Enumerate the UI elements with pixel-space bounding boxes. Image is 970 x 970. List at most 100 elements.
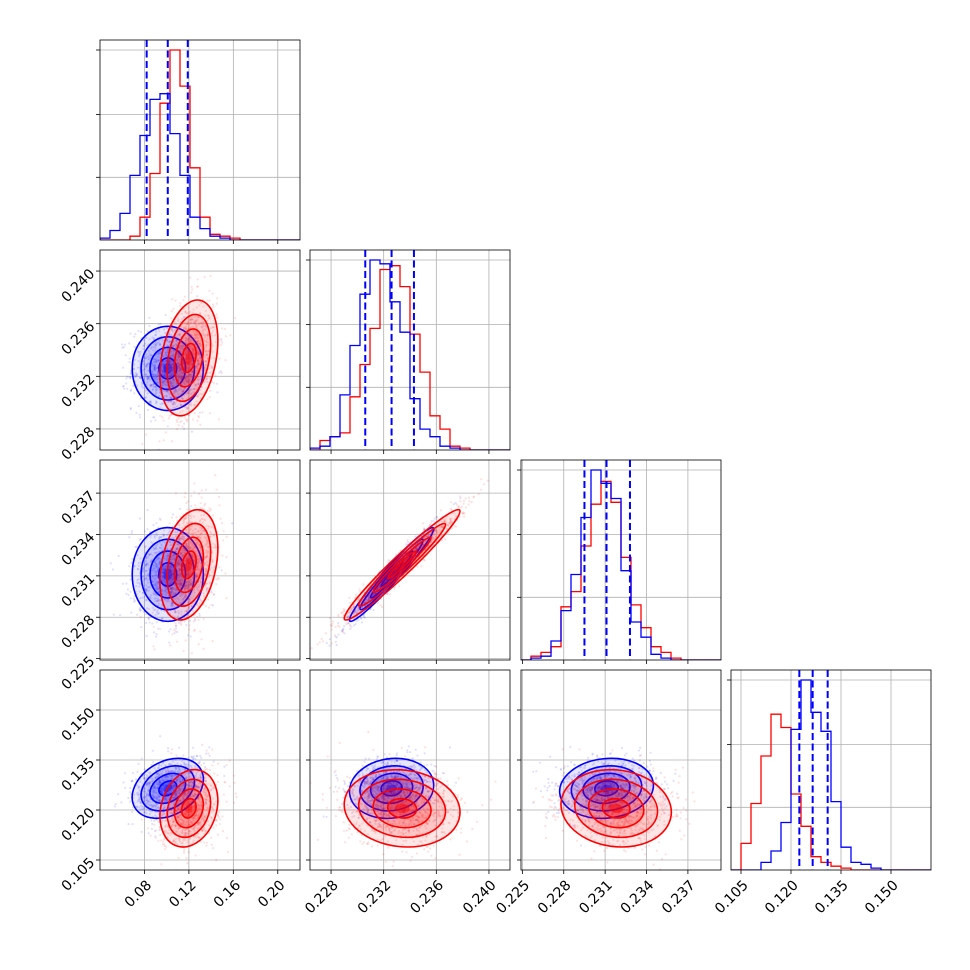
sample-point — [144, 546, 147, 549]
sample-point — [184, 328, 187, 331]
sample-point — [145, 383, 148, 386]
sample-point — [129, 590, 132, 593]
sample-point — [157, 377, 160, 380]
sample-point — [194, 531, 197, 535]
sample-point — [167, 575, 171, 578]
sample-point — [156, 381, 159, 384]
sample-point — [154, 361, 157, 364]
sample-point — [428, 534, 431, 537]
sample-point — [356, 608, 359, 612]
sample-point — [197, 393, 200, 396]
sample-point — [189, 560, 192, 563]
sample-point — [215, 302, 218, 305]
sample-point — [133, 564, 136, 568]
sample-point — [199, 580, 202, 583]
sample-point — [166, 390, 169, 393]
sample-point — [179, 578, 182, 581]
sample-point — [207, 367, 211, 370]
sample-point — [185, 420, 189, 423]
sample-point — [198, 361, 201, 364]
sample-point — [173, 384, 176, 387]
sample-point — [135, 373, 138, 376]
sample-point — [193, 352, 196, 355]
sample-point — [220, 337, 223, 340]
sample-point — [172, 554, 175, 557]
sample-point — [207, 576, 210, 579]
sample-point — [191, 311, 194, 314]
sample-point — [165, 565, 168, 568]
sample-point — [192, 308, 195, 311]
sample-point — [152, 577, 155, 580]
sample-point — [139, 456, 141, 458]
sample-point — [186, 361, 189, 364]
sample-point — [414, 535, 417, 538]
sample-point — [190, 404, 193, 407]
sample-point — [161, 380, 165, 383]
sample-point — [178, 334, 181, 337]
sample-point — [174, 622, 177, 625]
sample-point — [210, 366, 213, 369]
sample-point — [209, 371, 212, 374]
sample-point — [190, 340, 193, 343]
sample-point — [192, 620, 195, 623]
panel-contents — [310, 250, 510, 450]
sample-point — [181, 537, 184, 540]
sample-point — [413, 548, 416, 551]
sample-point — [148, 324, 151, 328]
sample-point — [190, 563, 193, 566]
panel-contents — [100, 460, 300, 660]
sample-point — [188, 532, 191, 535]
sample-point — [157, 359, 160, 362]
sample-point — [186, 566, 190, 569]
sample-point — [154, 571, 157, 574]
sample-point — [150, 541, 153, 544]
sample-point — [195, 326, 198, 329]
sample-point — [173, 609, 176, 612]
sample-point — [174, 611, 177, 614]
sample-point — [159, 519, 162, 522]
sample-point — [204, 551, 208, 554]
sample-point — [203, 339, 206, 342]
sample-point — [164, 589, 167, 592]
sample-point — [189, 566, 192, 570]
sample-point — [434, 529, 437, 532]
sample-point — [186, 321, 189, 324]
sample-point — [196, 558, 199, 561]
sample-point — [195, 574, 198, 577]
sample-point — [187, 368, 190, 371]
red-density-level — [174, 537, 204, 593]
sample-point — [155, 360, 158, 363]
sample-point — [158, 561, 161, 564]
sample-point — [188, 414, 191, 417]
sample-point — [199, 526, 202, 529]
sample-point — [139, 376, 142, 379]
sample-point — [156, 582, 159, 585]
sample-point — [175, 339, 178, 342]
sample-point — [170, 401, 173, 404]
sample-point — [134, 375, 137, 379]
sample-point — [155, 358, 158, 361]
sample-point — [175, 564, 178, 567]
sample-point — [188, 339, 191, 342]
sample-point — [154, 393, 157, 396]
sample-point — [200, 343, 203, 346]
sample-point — [354, 593, 358, 596]
sample-point — [205, 337, 209, 340]
sample-point — [184, 328, 187, 331]
sample-point — [195, 334, 198, 337]
sample-point — [144, 365, 147, 368]
sample-point — [184, 551, 187, 554]
sample-point — [170, 334, 173, 337]
sample-point — [198, 342, 201, 345]
sample-point — [192, 318, 195, 321]
sample-point — [187, 500, 190, 503]
sample-point — [124, 343, 127, 346]
sample-point — [195, 395, 198, 398]
sample-point — [162, 364, 165, 368]
red-contour — [159, 508, 219, 621]
sample-point — [367, 597, 370, 600]
sample-point — [435, 529, 438, 533]
sample-point — [185, 609, 188, 612]
sample-point — [188, 573, 191, 576]
